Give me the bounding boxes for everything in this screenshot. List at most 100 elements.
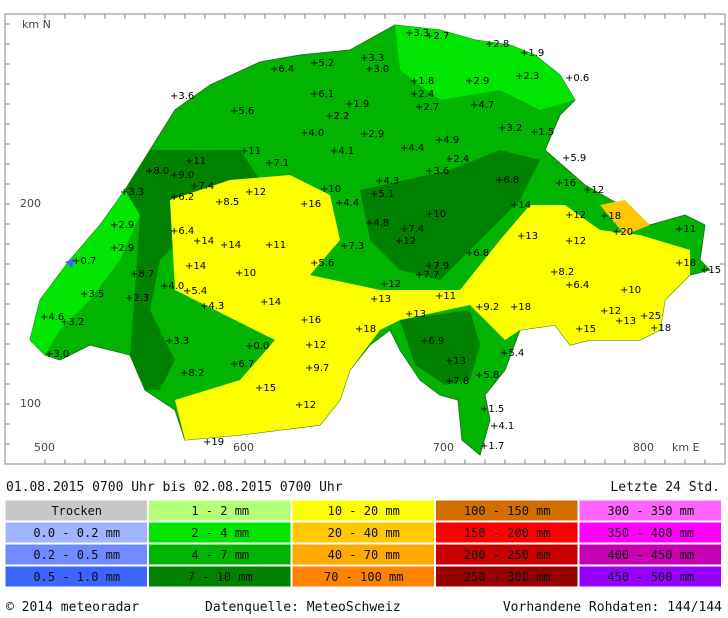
station-value: +2.9	[110, 220, 134, 231]
station-value: +14	[220, 240, 241, 251]
station-value: +18	[650, 323, 671, 334]
axis-label: 700	[433, 441, 454, 454]
station-value: +5.8	[475, 370, 499, 381]
station-value: +6.8	[495, 175, 519, 186]
legend-label: 7 - 10 mm	[188, 570, 253, 584]
station-value: +11	[675, 224, 696, 235]
legend-label: 300 - 350 mm	[607, 504, 694, 518]
station-value: +3.3	[120, 187, 144, 198]
station-value: +2.4	[410, 89, 434, 100]
legend-label: 150 - 200 mm	[464, 526, 551, 540]
station-value: +8.2	[180, 368, 204, 379]
station-value: +9.7	[305, 363, 329, 374]
dark-green-area	[400, 310, 480, 385]
station-value: +3.2	[498, 123, 522, 134]
station-value: +5.2	[310, 58, 334, 69]
legend-label: 0.0 - 0.2 mm	[33, 526, 120, 540]
station-value: +12	[380, 279, 401, 290]
period: 01.08.2015 0700 Uhr bis 02.08.2015 0700 …	[6, 480, 343, 495]
legend-label: 20 - 40 mm	[328, 526, 400, 540]
station-value: +18	[510, 302, 531, 313]
station-value: +4.1	[330, 146, 354, 157]
station-value: +4.4	[400, 143, 424, 154]
axis-label: 200	[20, 197, 41, 210]
axis-label: 600	[233, 441, 254, 454]
station-value: +6.1	[310, 89, 334, 100]
station-value: +3.0	[365, 64, 389, 75]
legend-swatch	[148, 543, 292, 566]
station-value: +5.1	[370, 189, 394, 200]
station-value: +7.4	[400, 224, 424, 235]
station-value: +20	[612, 227, 633, 238]
station-value: +2.3	[125, 293, 149, 304]
station-value: +3.3	[360, 53, 384, 64]
legend-label: 0.5 - 1.0 mm	[33, 570, 120, 584]
raw-data: Vorhandene Rohdaten: 144/144	[503, 600, 722, 615]
station-value: +12	[565, 236, 586, 247]
axis-label: 800	[633, 441, 654, 454]
legend-swatch	[148, 521, 292, 544]
station-value: +14	[260, 297, 281, 308]
legend-swatch	[578, 565, 722, 588]
station-value: +3.0	[45, 349, 69, 360]
station-value: +19	[203, 437, 224, 448]
legend-swatch	[435, 565, 579, 588]
station-value: +7.1	[265, 158, 289, 169]
station-value: +6.8	[465, 248, 489, 259]
station-value: +2.2	[325, 111, 349, 122]
station-value: +18	[355, 324, 376, 335]
legend-swatch	[291, 565, 435, 588]
station-value: +6.4	[565, 280, 589, 291]
station-value: +16	[300, 315, 321, 326]
legend-swatch	[4, 521, 148, 544]
legend-swatch	[578, 543, 722, 566]
station-value: +12	[305, 340, 326, 351]
station-value: +16	[300, 199, 321, 210]
station-value: +6.4	[170, 226, 194, 237]
station-value: +8.7	[130, 269, 154, 280]
legend-label: 10 - 20 mm	[328, 504, 400, 518]
station-value: +2.3	[515, 71, 539, 82]
station-value: +18	[600, 211, 621, 222]
legend-swatch	[4, 543, 148, 566]
station-value: +5.6	[230, 106, 254, 117]
legend-swatch	[291, 499, 435, 522]
station-value: +5.6	[310, 258, 334, 269]
station-value: +3.6	[425, 166, 449, 177]
lake	[65, 258, 75, 268]
axis-label: 500	[34, 441, 55, 454]
station-value: +13	[370, 294, 391, 305]
axis-label: km E	[672, 441, 700, 454]
station-value: +9.0	[170, 170, 194, 181]
station-value: +10	[425, 209, 446, 220]
legend-swatch	[291, 521, 435, 544]
legend-label: 1 - 2 mm	[191, 504, 249, 518]
station-value: +3.3	[405, 28, 429, 39]
station-value: +1.5	[480, 404, 504, 415]
station-value: +18	[675, 258, 696, 269]
station-value: +1.5	[530, 127, 554, 138]
station-value: +10	[620, 285, 641, 296]
legend-swatch	[578, 499, 722, 522]
station-value: +11	[185, 156, 206, 167]
legend-label: 250 - 300 mm	[464, 570, 551, 584]
light-green-area	[395, 25, 575, 110]
station-value: +6.9	[420, 336, 444, 347]
legend-swatch	[435, 543, 579, 566]
legend-swatch	[148, 499, 292, 522]
station-value: +13	[405, 309, 426, 320]
legend-swatch	[4, 565, 148, 588]
station-value: +9.2	[475, 302, 499, 313]
station-value: +12	[295, 400, 316, 411]
legend-swatch	[435, 521, 579, 544]
span: Letzte 24 Std.	[610, 480, 720, 495]
dark-green-area	[360, 150, 540, 280]
station-value: +7.9	[425, 261, 449, 272]
station-value: +4.7	[470, 100, 494, 111]
axis-label: km N	[22, 18, 51, 31]
legend-label: 4 - 7 mm	[191, 548, 249, 562]
station-value: +13	[615, 316, 636, 327]
station-value: +1.9	[345, 99, 369, 110]
station-value: +1.9	[520, 48, 544, 59]
